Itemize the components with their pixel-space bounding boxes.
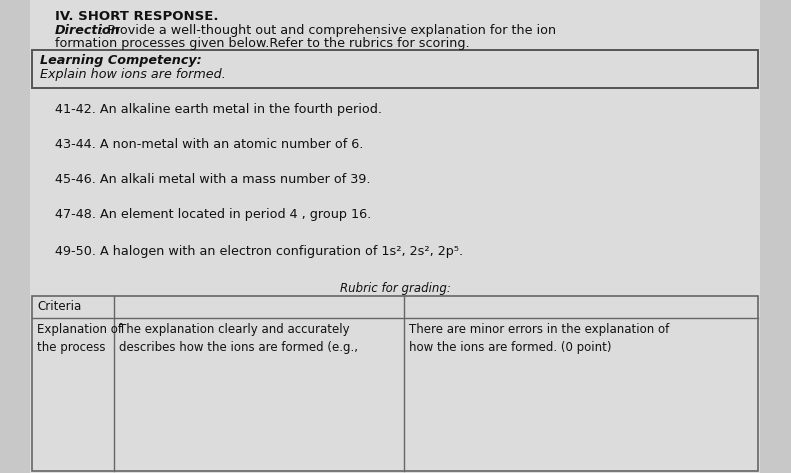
Text: 43-44. A non-metal with an atomic number of 6.: 43-44. A non-metal with an atomic number… [55, 138, 363, 151]
FancyBboxPatch shape [32, 50, 758, 88]
Text: IV. SHORT RESPONSE.: IV. SHORT RESPONSE. [55, 10, 218, 23]
Text: Explanation of
the process: Explanation of the process [37, 323, 122, 354]
Text: Explain how ions are formed.: Explain how ions are formed. [40, 68, 225, 81]
Text: There are minor errors in the explanation of
how the ions are formed. (0 point): There are minor errors in the explanatio… [409, 323, 669, 354]
Text: 47-48. An element located in period 4 , group 16.: 47-48. An element located in period 4 , … [55, 208, 371, 221]
Text: 49-50. A halogen with an electron configuration of 1s², 2s², 2p⁵.: 49-50. A halogen with an electron config… [55, 245, 463, 258]
Text: 41-42. An alkaline earth metal in the fourth period.: 41-42. An alkaline earth metal in the fo… [55, 103, 382, 116]
Text: Rubric for grading:: Rubric for grading: [339, 282, 450, 295]
Text: The explanation clearly and accurately
describes how the ions are formed (e.g.,: The explanation clearly and accurately d… [119, 323, 358, 354]
Text: Criteria: Criteria [37, 300, 81, 313]
Bar [32, 296, 758, 471]
Text: : Provide a well-thought out and comprehensive explanation for the ion: : Provide a well-thought out and compreh… [99, 24, 556, 37]
Text: Direction: Direction [55, 24, 121, 37]
Text: formation processes given below.Refer to the rubrics for scoring.: formation processes given below.Refer to… [55, 37, 470, 50]
Text: 45-46. An alkali metal with a mass number of 39.: 45-46. An alkali metal with a mass numbe… [55, 173, 370, 186]
Text: Learning Competency:: Learning Competency: [40, 54, 202, 67]
